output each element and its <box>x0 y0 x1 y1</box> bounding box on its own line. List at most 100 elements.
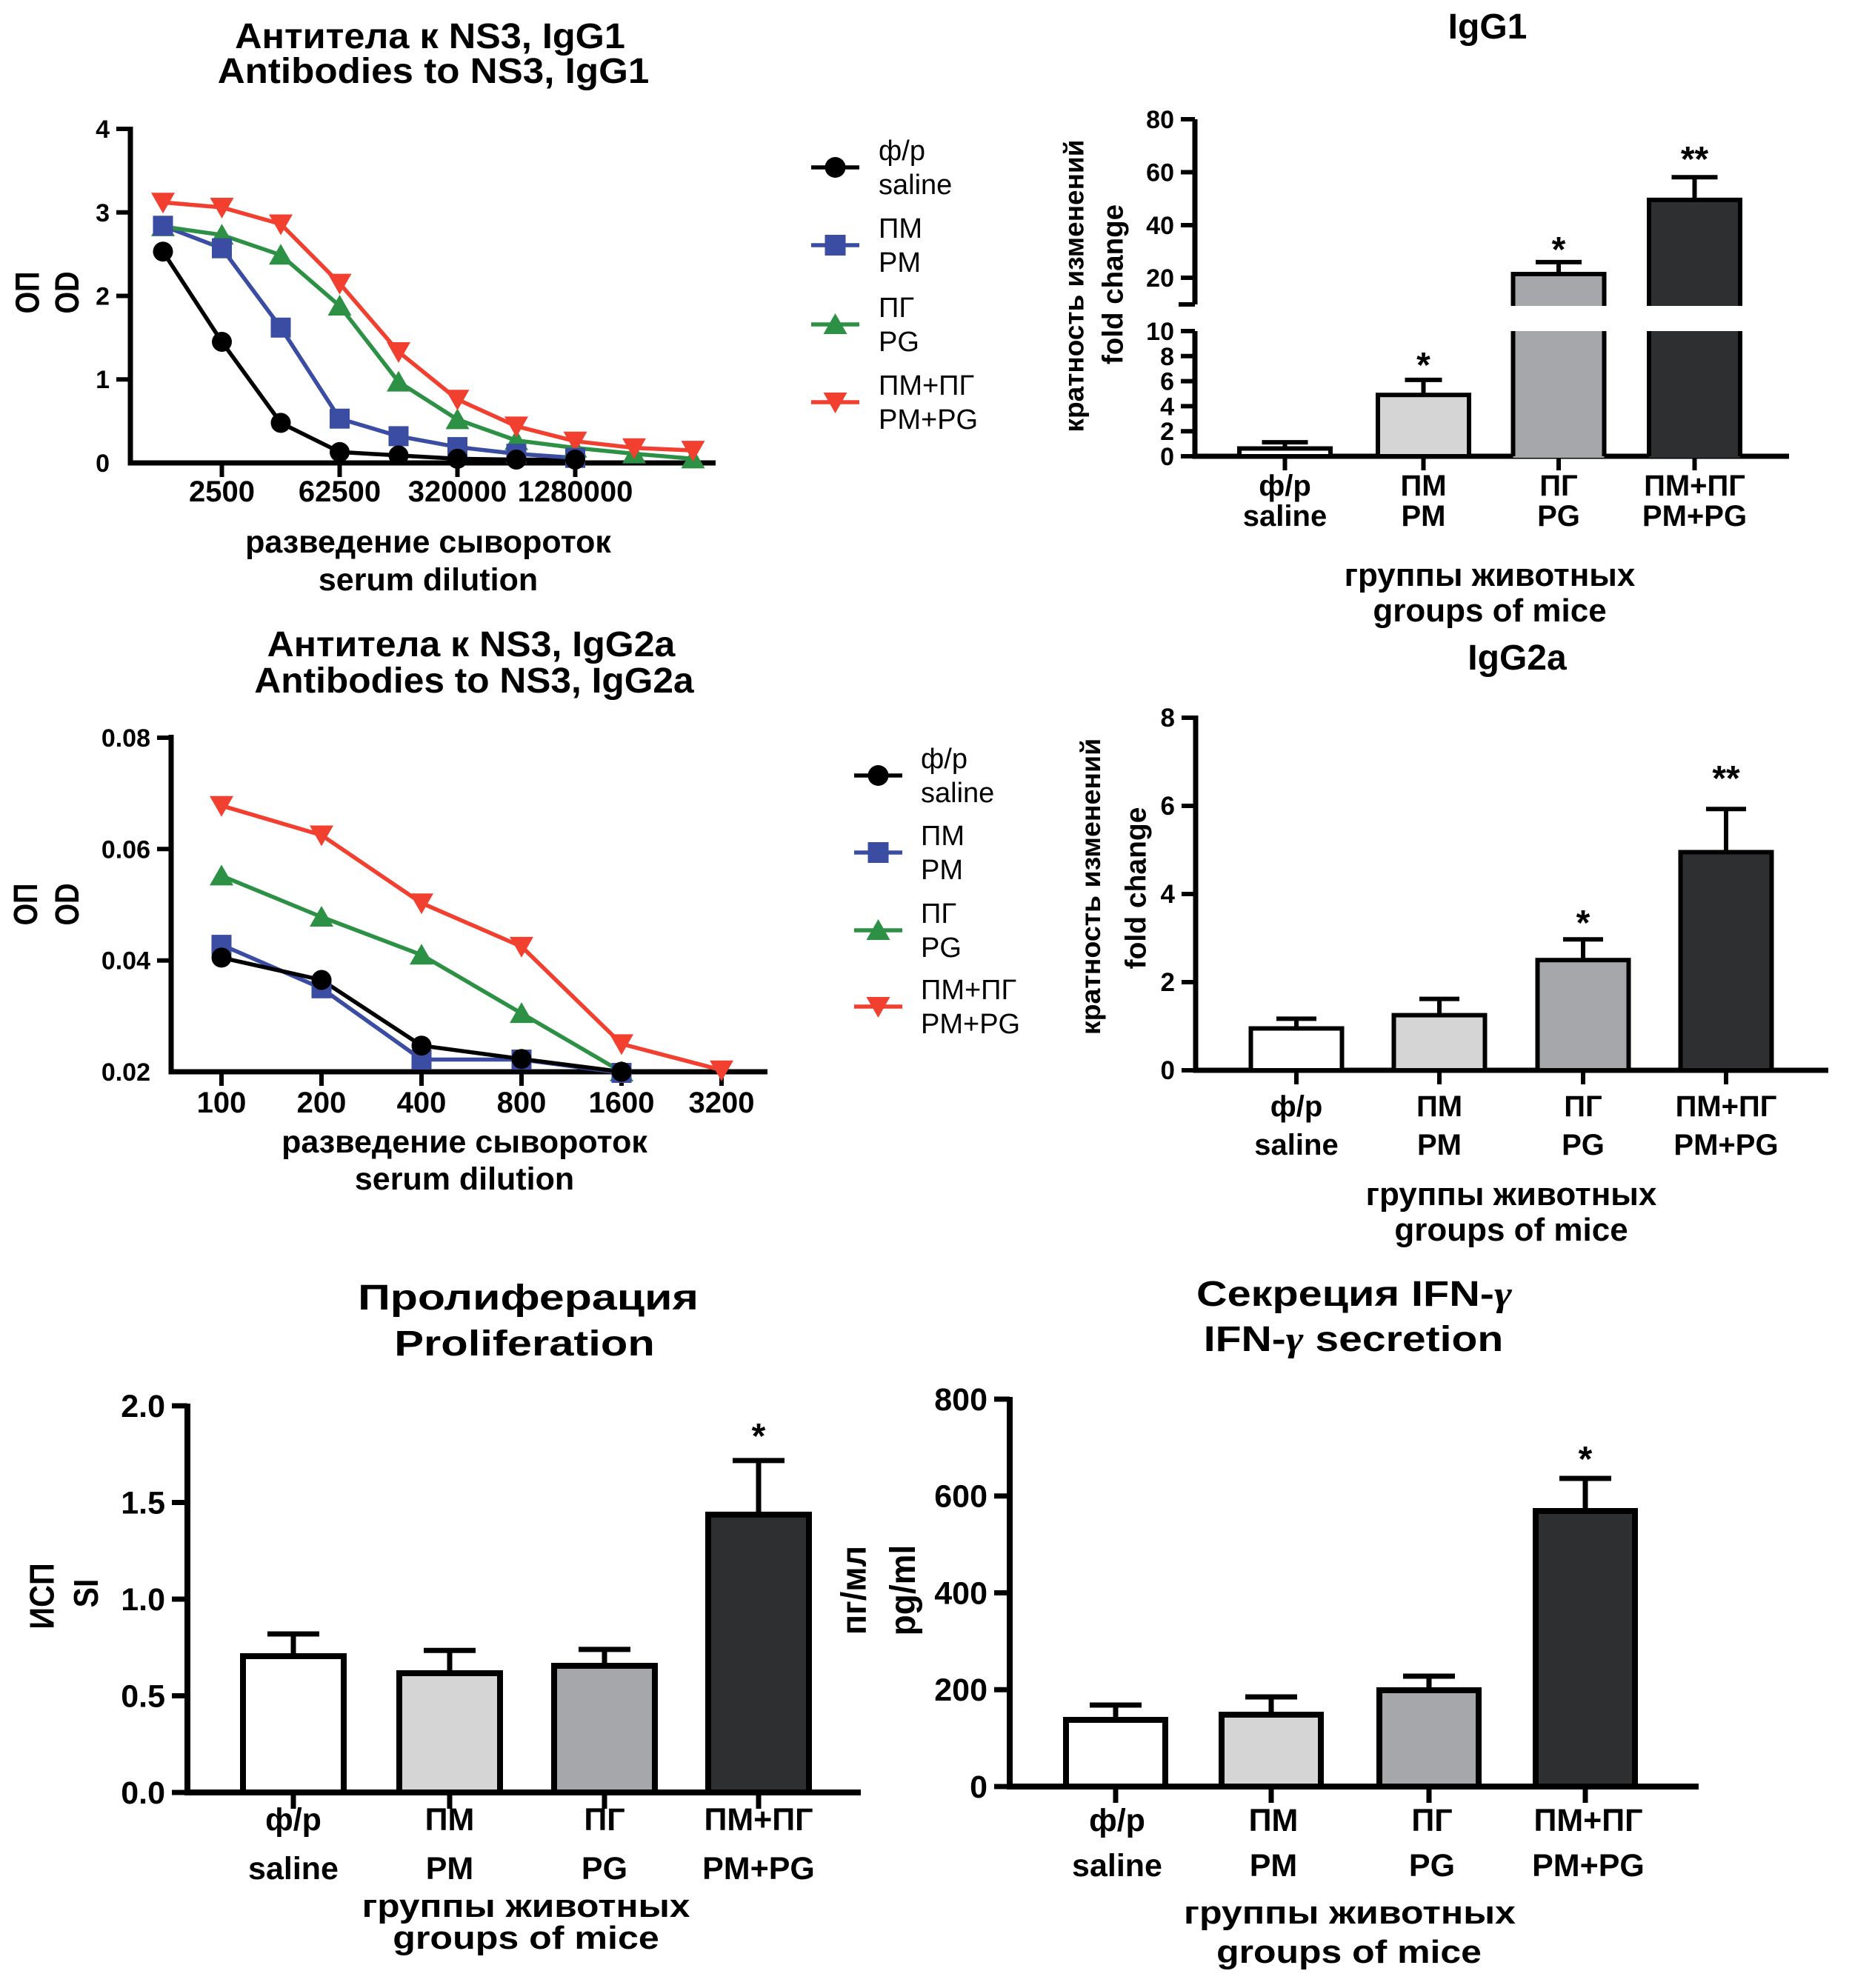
svg-text:serum dilution: serum dilution <box>319 562 538 598</box>
svg-text:fold change: fold change <box>1121 807 1153 970</box>
svg-text:4: 4 <box>96 116 110 144</box>
svg-text:разведение сывороток: разведение сывороток <box>282 1124 647 1160</box>
svg-text:200: 200 <box>934 1672 987 1708</box>
svg-text:PM: PM <box>879 247 921 278</box>
svg-text:600: 600 <box>934 1479 987 1515</box>
svg-text:400: 400 <box>934 1576 987 1612</box>
svg-text:ПГ: ПГ <box>1411 1803 1452 1838</box>
svg-text:PG: PG <box>1537 500 1580 533</box>
svg-text:*: * <box>752 1417 766 1456</box>
svg-text:группы животных: группы животных <box>1184 1895 1516 1931</box>
svg-text:группы животных: группы животных <box>1366 1176 1657 1213</box>
svg-text:ф/p: ф/p <box>1089 1803 1145 1838</box>
svg-text:разведение сывороток: разведение сывороток <box>245 524 611 560</box>
svg-text:кратность изменений: кратность изменений <box>1075 738 1106 1035</box>
svg-text:Антитела к NS3, IgG1: Антитела к NS3, IgG1 <box>235 16 625 56</box>
svg-text:PM+PG: PM+PG <box>921 1009 1020 1040</box>
svg-text:2: 2 <box>1160 418 1174 446</box>
svg-text:PM+PG: PM+PG <box>1532 1848 1645 1884</box>
svg-text:PM+PG: PM+PG <box>879 404 978 436</box>
svg-text:IgG1: IgG1 <box>1448 7 1528 47</box>
svg-text:ПМ+ПГ: ПМ+ПГ <box>1676 1090 1777 1123</box>
svg-text:ПМ+ПГ: ПМ+ПГ <box>1533 1803 1642 1838</box>
svg-text:0: 0 <box>970 1769 987 1805</box>
svg-text:*: * <box>1576 904 1590 943</box>
svg-text:saline: saline <box>921 778 994 809</box>
svg-text:0.08: 0.08 <box>101 724 150 753</box>
svg-text:Proliferation: Proliferation <box>394 1324 655 1363</box>
svg-text:PM+PG: PM+PG <box>1642 500 1747 533</box>
svg-text:PM+PG: PM+PG <box>1673 1129 1778 1161</box>
svg-text:groups of mice: groups of mice <box>1216 1933 1482 1970</box>
svg-text:PG: PG <box>582 1851 627 1887</box>
svg-text:ПМ: ПМ <box>921 821 965 852</box>
svg-text:ф/p: ф/p <box>921 744 967 775</box>
svg-text:*: * <box>1416 346 1430 385</box>
svg-text:ф/p: ф/p <box>1270 1090 1323 1123</box>
svg-text:0: 0 <box>1161 1056 1175 1085</box>
svg-text:кратность изменений: кратность изменений <box>1059 140 1090 433</box>
svg-text:6: 6 <box>1160 368 1174 396</box>
svg-text:ПМ+ПГ: ПМ+ПГ <box>879 370 974 401</box>
svg-text:serum dilution: serum dilution <box>355 1161 574 1197</box>
svg-text:Antibodies to NS3, IgG2a: Antibodies to NS3, IgG2a <box>254 661 694 701</box>
svg-text:OD: OD <box>47 884 85 926</box>
svg-text:ПМ+ПГ: ПМ+ПГ <box>921 975 1016 1006</box>
svg-text:0.0: 0.0 <box>121 1775 165 1811</box>
svg-text:saline: saline <box>248 1851 339 1887</box>
svg-text:OD: OD <box>47 272 85 314</box>
svg-text:ф/p: ф/p <box>879 136 925 167</box>
svg-text:20: 20 <box>1146 264 1174 293</box>
svg-text:PM: PM <box>1250 1848 1298 1884</box>
svg-text:4: 4 <box>1160 393 1174 421</box>
svg-text:6: 6 <box>1161 792 1175 821</box>
svg-text:PM+PG: PM+PG <box>702 1851 815 1887</box>
svg-text:**: ** <box>1681 140 1709 179</box>
svg-text:3: 3 <box>96 199 110 227</box>
svg-text:ф/p: ф/p <box>265 1802 322 1838</box>
svg-text:IgG2a: IgG2a <box>1468 638 1567 678</box>
svg-text:saline: saline <box>1243 500 1327 533</box>
svg-text:1280000: 1280000 <box>518 476 633 508</box>
svg-text:ИСП: ИСП <box>23 1563 61 1630</box>
svg-text:ПМ: ПМ <box>879 213 922 244</box>
svg-text:1.0: 1.0 <box>121 1582 165 1618</box>
svg-text:400: 400 <box>397 1087 447 1119</box>
svg-text:ОП: ОП <box>8 272 46 314</box>
svg-text:ПГ: ПГ <box>584 1802 624 1838</box>
svg-text:1600: 1600 <box>589 1087 655 1119</box>
svg-text:0.06: 0.06 <box>101 835 150 864</box>
svg-text:0: 0 <box>1160 443 1174 471</box>
svg-text:8: 8 <box>1161 704 1175 733</box>
svg-text:100: 100 <box>197 1087 247 1119</box>
svg-text:40: 40 <box>1146 212 1174 240</box>
svg-text:Секреция IFN-γ: Секреция IFN-γ <box>1196 1274 1513 1313</box>
svg-text:8: 8 <box>1160 343 1174 371</box>
svg-text:Пролиферация: Пролиферация <box>358 1277 699 1317</box>
svg-text:0.02: 0.02 <box>101 1058 150 1087</box>
svg-text:ПГ: ПГ <box>1564 1090 1602 1123</box>
svg-text:группы животных: группы животных <box>362 1888 690 1924</box>
svg-text:2: 2 <box>96 283 110 311</box>
svg-text:62500: 62500 <box>299 476 381 508</box>
svg-text:ПМ: ПМ <box>425 1802 475 1838</box>
svg-text:1.5: 1.5 <box>121 1486 165 1521</box>
svg-text:ОП: ОП <box>6 884 44 926</box>
svg-text:ПМ: ПМ <box>1249 1803 1299 1838</box>
svg-text:Антитела к NS3, IgG2a: Антитела к NS3, IgG2a <box>267 625 676 664</box>
svg-text:PM: PM <box>921 855 963 886</box>
svg-text:0: 0 <box>96 450 110 478</box>
svg-text:groups of mice: groups of mice <box>1373 593 1606 629</box>
svg-text:fold change: fold change <box>1098 204 1130 364</box>
svg-text:PM: PM <box>1417 1129 1462 1161</box>
svg-text:800: 800 <box>497 1087 547 1119</box>
svg-text:groups of mice: groups of mice <box>393 1919 659 1955</box>
svg-text:PG: PG <box>1562 1129 1605 1161</box>
svg-text:PG: PG <box>879 327 919 358</box>
svg-text:2.0: 2.0 <box>121 1389 165 1424</box>
svg-text:3200: 3200 <box>689 1087 755 1119</box>
svg-text:ПГ: ПГ <box>1539 470 1577 502</box>
svg-text:*: * <box>1552 230 1566 270</box>
svg-text:2: 2 <box>1161 968 1175 997</box>
svg-text:320000: 320000 <box>408 476 507 508</box>
